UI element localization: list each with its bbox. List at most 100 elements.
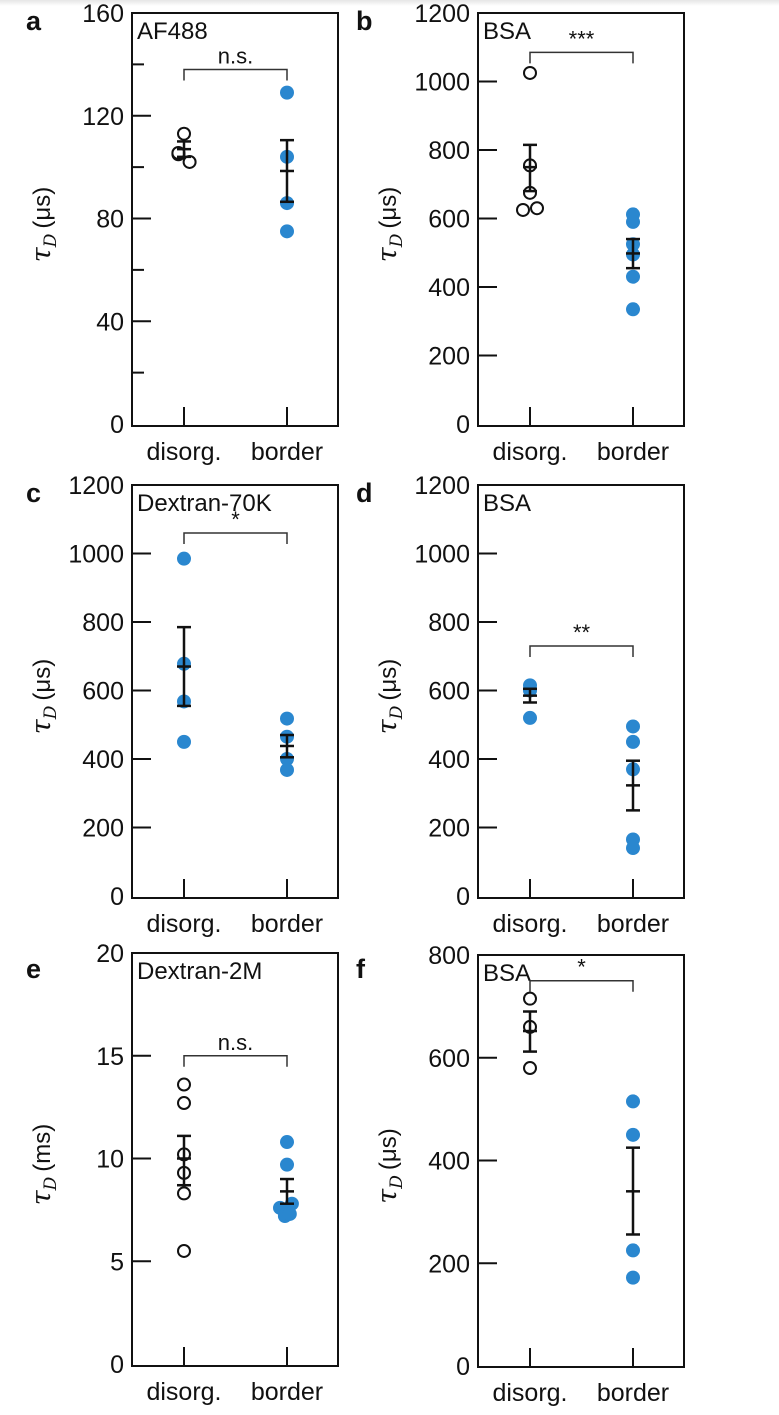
y-axis-label-symbol: τ [372,718,403,734]
y-tick-label: 800 [82,609,124,637]
data-point-filled [626,1270,640,1285]
x-category-label: border [251,910,323,938]
significance-bracket [529,645,634,657]
panel-letter: b [356,6,373,36]
y-axis-label: τD (μs) [372,659,407,734]
y-tick-label: 0 [110,883,124,911]
data-point-filled [626,734,640,749]
y-axis-label-subscript: D [41,705,61,720]
y-axis-label-unit: (ms) [29,1124,56,1172]
y-tick-label: 800 [428,137,470,165]
y-tick-label: 400 [428,274,470,302]
panel-title: Dextran-70K [137,490,272,517]
y-axis-label-symbol: τ [372,1188,403,1204]
panel-title: BSA [483,490,531,517]
y-axis-label-subscript: D [41,233,61,248]
data-point-filled [177,551,191,566]
significance-label: ** [573,620,591,645]
y-tick-label: 0 [456,883,470,911]
y-tick-label: 40 [96,308,124,336]
x-category-label: disorg. [492,438,567,466]
data-point-filled [626,719,640,734]
y-axis-label-subscript: D [387,705,407,720]
y-tick-label: 0 [110,1351,124,1379]
y-tick-label: 80 [96,206,124,234]
y-tick-label: 400 [428,746,470,774]
y-tick-label: 800 [428,609,470,637]
data-point-filled [177,734,191,749]
data-point-filled [626,841,640,856]
data-point-filled [280,1135,294,1150]
plot-frame [477,12,685,427]
x-category-label: border [251,438,323,466]
y-axis-label: τD (μs) [26,187,61,262]
panel-letter: c [26,478,41,508]
plot-frame [131,484,339,899]
y-tick-label: 15 [96,1043,124,1071]
significance-bracket [529,51,634,64]
data-point-filled [280,224,294,239]
y-tick-label: 0 [110,411,124,439]
data-point-filled [626,1243,640,1258]
significance-bracket [183,532,288,544]
top-edge-shadow [0,0,779,6]
y-axis-label: τD (ms) [26,1124,61,1206]
data-point-filled [280,752,294,766]
significance-label: * [577,955,586,980]
y-axis-label: τD (μs) [372,187,407,262]
panel-title: BSA [483,960,531,987]
data-point-open [523,991,537,1006]
y-tick-label: 1000 [68,541,124,569]
y-tick-label: 400 [82,746,124,774]
panel-d: d 0 200 400 600 800 1000 1200 disorg. border τD (μs… [356,472,685,938]
panel-f: f 0 200 400 600 800 disorg. border τD (μs) BSA * [356,942,685,1407]
y-axis-label-symbol: τ [26,1189,57,1205]
data-point-filled [626,1127,640,1142]
y-axis-label-unit: (μs) [29,659,56,701]
y-tick-label: 800 [428,942,470,970]
y-axis-label-subscript: D [387,233,407,248]
y-tick-label: 200 [428,815,470,843]
y-tick-label: 200 [428,343,470,371]
panel-letter: d [356,478,373,508]
x-category-label: border [597,438,669,466]
panel-a: a 0 40 80 120 160 disorg. border τD (μs) AF488 n.s. [26,0,339,466]
x-category-label: border [597,910,669,938]
data-point-open [523,65,537,80]
y-tick-label: 20 [96,940,124,968]
data-point-filled [280,196,294,211]
y-axis-label-subscript: D [41,1176,61,1191]
y-tick-label: 200 [82,815,124,843]
panel-b: b 0 200 400 600 800 1000 1200 disorg. border τD (μs… [356,0,685,466]
y-tick-label: 600 [428,1045,470,1073]
y-tick-label: 0 [456,1353,470,1381]
y-axis-label-unit: (μs) [375,659,402,701]
x-category-label: disorg. [492,1379,567,1407]
y-axis-label-unit: (μs) [375,187,402,229]
x-category-label: disorg. [492,910,567,938]
y-tick-label: 0 [456,411,470,439]
y-tick-label: 600 [428,206,470,234]
data-point-open [177,1096,191,1111]
panel-title: BSA [483,18,531,45]
y-axis-label-symbol: τ [372,246,403,262]
data-point-open [523,1061,537,1076]
y-tick-label: 1200 [414,472,470,500]
panel-letter: f [356,954,366,984]
data-point-open [177,1186,191,1201]
plot-frame [477,484,685,899]
y-tick-label: 1000 [414,541,470,569]
data-point-open [177,1077,191,1092]
data-point-filled [282,1206,297,1221]
y-tick-label: 1200 [414,0,470,28]
significance-bracket [529,979,634,992]
data-point-filled [280,85,294,100]
data-point-filled [280,1157,294,1172]
plot-frame [131,12,339,427]
y-axis-label-unit: (μs) [29,187,56,229]
y-axis-label-unit: (μs) [375,1128,402,1170]
y-axis-label: τD (μs) [372,1128,407,1203]
plot-frame [477,954,685,1368]
data-point-open [177,1243,191,1258]
x-category-label: border [597,1379,669,1407]
